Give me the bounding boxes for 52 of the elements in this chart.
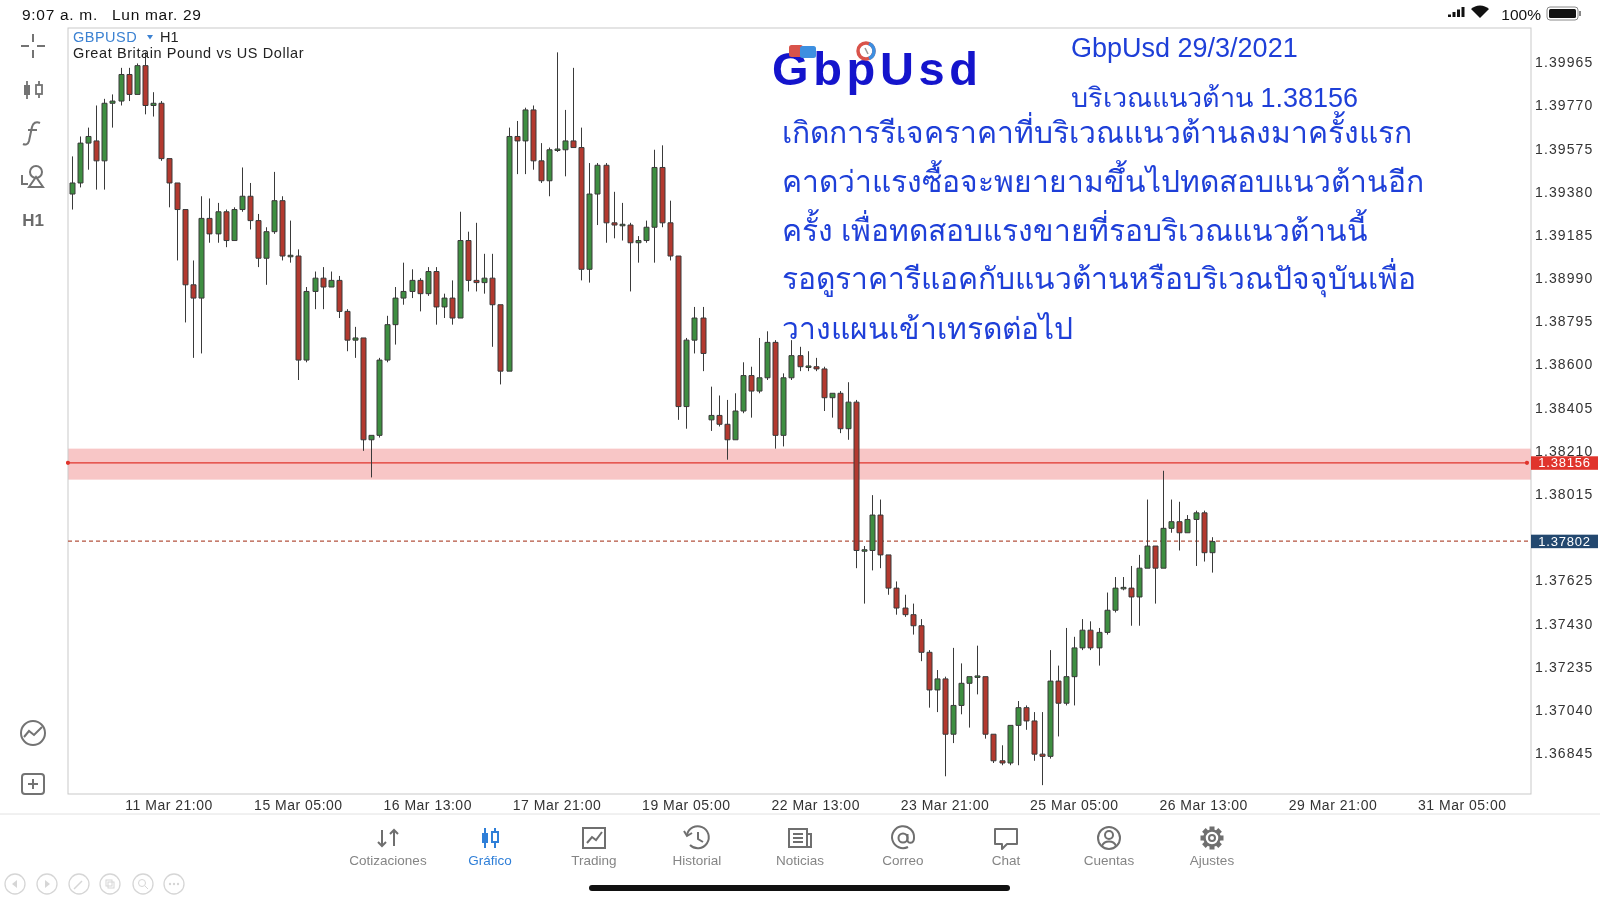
- candlestick: [700, 306, 707, 372]
- annotation: วางแผนเข้าเทรดต่อไป: [782, 311, 1073, 345]
- text: Noticias: [775, 853, 825, 868]
- x-tick-label: 19 Mar 05:00: [642, 796, 731, 813]
- text: H1: [22, 211, 44, 230]
- y-tick-label: 1.39185: [1535, 226, 1594, 243]
- y-tick-label: 1.39575: [1535, 140, 1594, 157]
- x-tick-label: 31 Mar 05:00: [1418, 796, 1507, 813]
- x-tick-label: 16 Mar 13:00: [383, 796, 472, 813]
- y-tick-label: 1.37040: [1535, 701, 1594, 718]
- x-tick-label: 23 Mar 21:00: [900, 796, 990, 813]
- text: Correo: [882, 853, 924, 868]
- text: 9:07 a. m.: [22, 6, 98, 23]
- text: Ajustes: [1189, 853, 1235, 868]
- x-tick-label: 17 Mar 21:00: [512, 796, 602, 813]
- text: Gráfico: [468, 853, 512, 868]
- y-tick-label: 1.39770: [1535, 97, 1594, 114]
- x-tick-label: 15 Mar 05:00: [254, 796, 343, 813]
- annotation: รอดูราคารีแอคกับแนวต้านหรือบริเวณปัจจุบันเพื่อ: [782, 258, 1416, 298]
- x-tick-label: 25 Mar 05:00: [1030, 796, 1119, 813]
- annotation: GBPUSD: [73, 29, 138, 45]
- text: Historial: [672, 853, 722, 868]
- text: Chat: [991, 853, 1021, 868]
- x-tick-label: 29 Mar 21:00: [1288, 796, 1378, 813]
- chart-title: GbpUsd: [772, 42, 983, 95]
- x-tick-label: 22 Mar 13:00: [771, 796, 860, 813]
- y-tick-label: 1.38600: [1535, 356, 1594, 373]
- y-tick-label: 1.36845: [1535, 745, 1594, 762]
- annotation: ครั้ง เพื่อทดสอบแรงขายที่รอบริเวณแนวต้านนี้: [782, 209, 1369, 247]
- y-tick-label: 1.37235: [1535, 658, 1594, 675]
- y-tick-label: 1.39380: [1535, 183, 1594, 200]
- ref-line-label: 1.37802: [1538, 533, 1591, 549]
- y-tick-label: 1.37625: [1535, 572, 1594, 589]
- text: Cotizaciones: [349, 853, 427, 868]
- annotation: คาดว่าแรงซื้อจะพยายามขึ้นไปทดสอบแนวต้านอีก: [782, 160, 1424, 198]
- candlestick: [69, 155, 76, 211]
- text: 100%: [1501, 6, 1542, 23]
- y-tick-label: 1.38990: [1535, 270, 1594, 287]
- candlestick: [893, 580, 900, 616]
- annotation: GbpUsd 29/3/2021: [1071, 33, 1298, 63]
- text: Lun mar. 29: [112, 6, 202, 23]
- text: Cuentas: [1083, 853, 1135, 868]
- y-tick-label: 1.39965: [1535, 54, 1594, 71]
- y-tick-label: 1.38015: [1535, 486, 1594, 502]
- text: Trading: [571, 853, 617, 868]
- x-tick-label: 26 Mar 13:00: [1159, 796, 1248, 813]
- text: Great Britain Pound vs US Dollar: [73, 45, 305, 61]
- y-tick-label: 1.38405: [1535, 399, 1594, 416]
- annotation: H1: [160, 29, 179, 45]
- y-tick-label: 1.38795: [1535, 313, 1594, 330]
- y-tick-label: 1.37430: [1535, 615, 1594, 632]
- x-tick-label: 11 Mar 21:00: [125, 796, 213, 813]
